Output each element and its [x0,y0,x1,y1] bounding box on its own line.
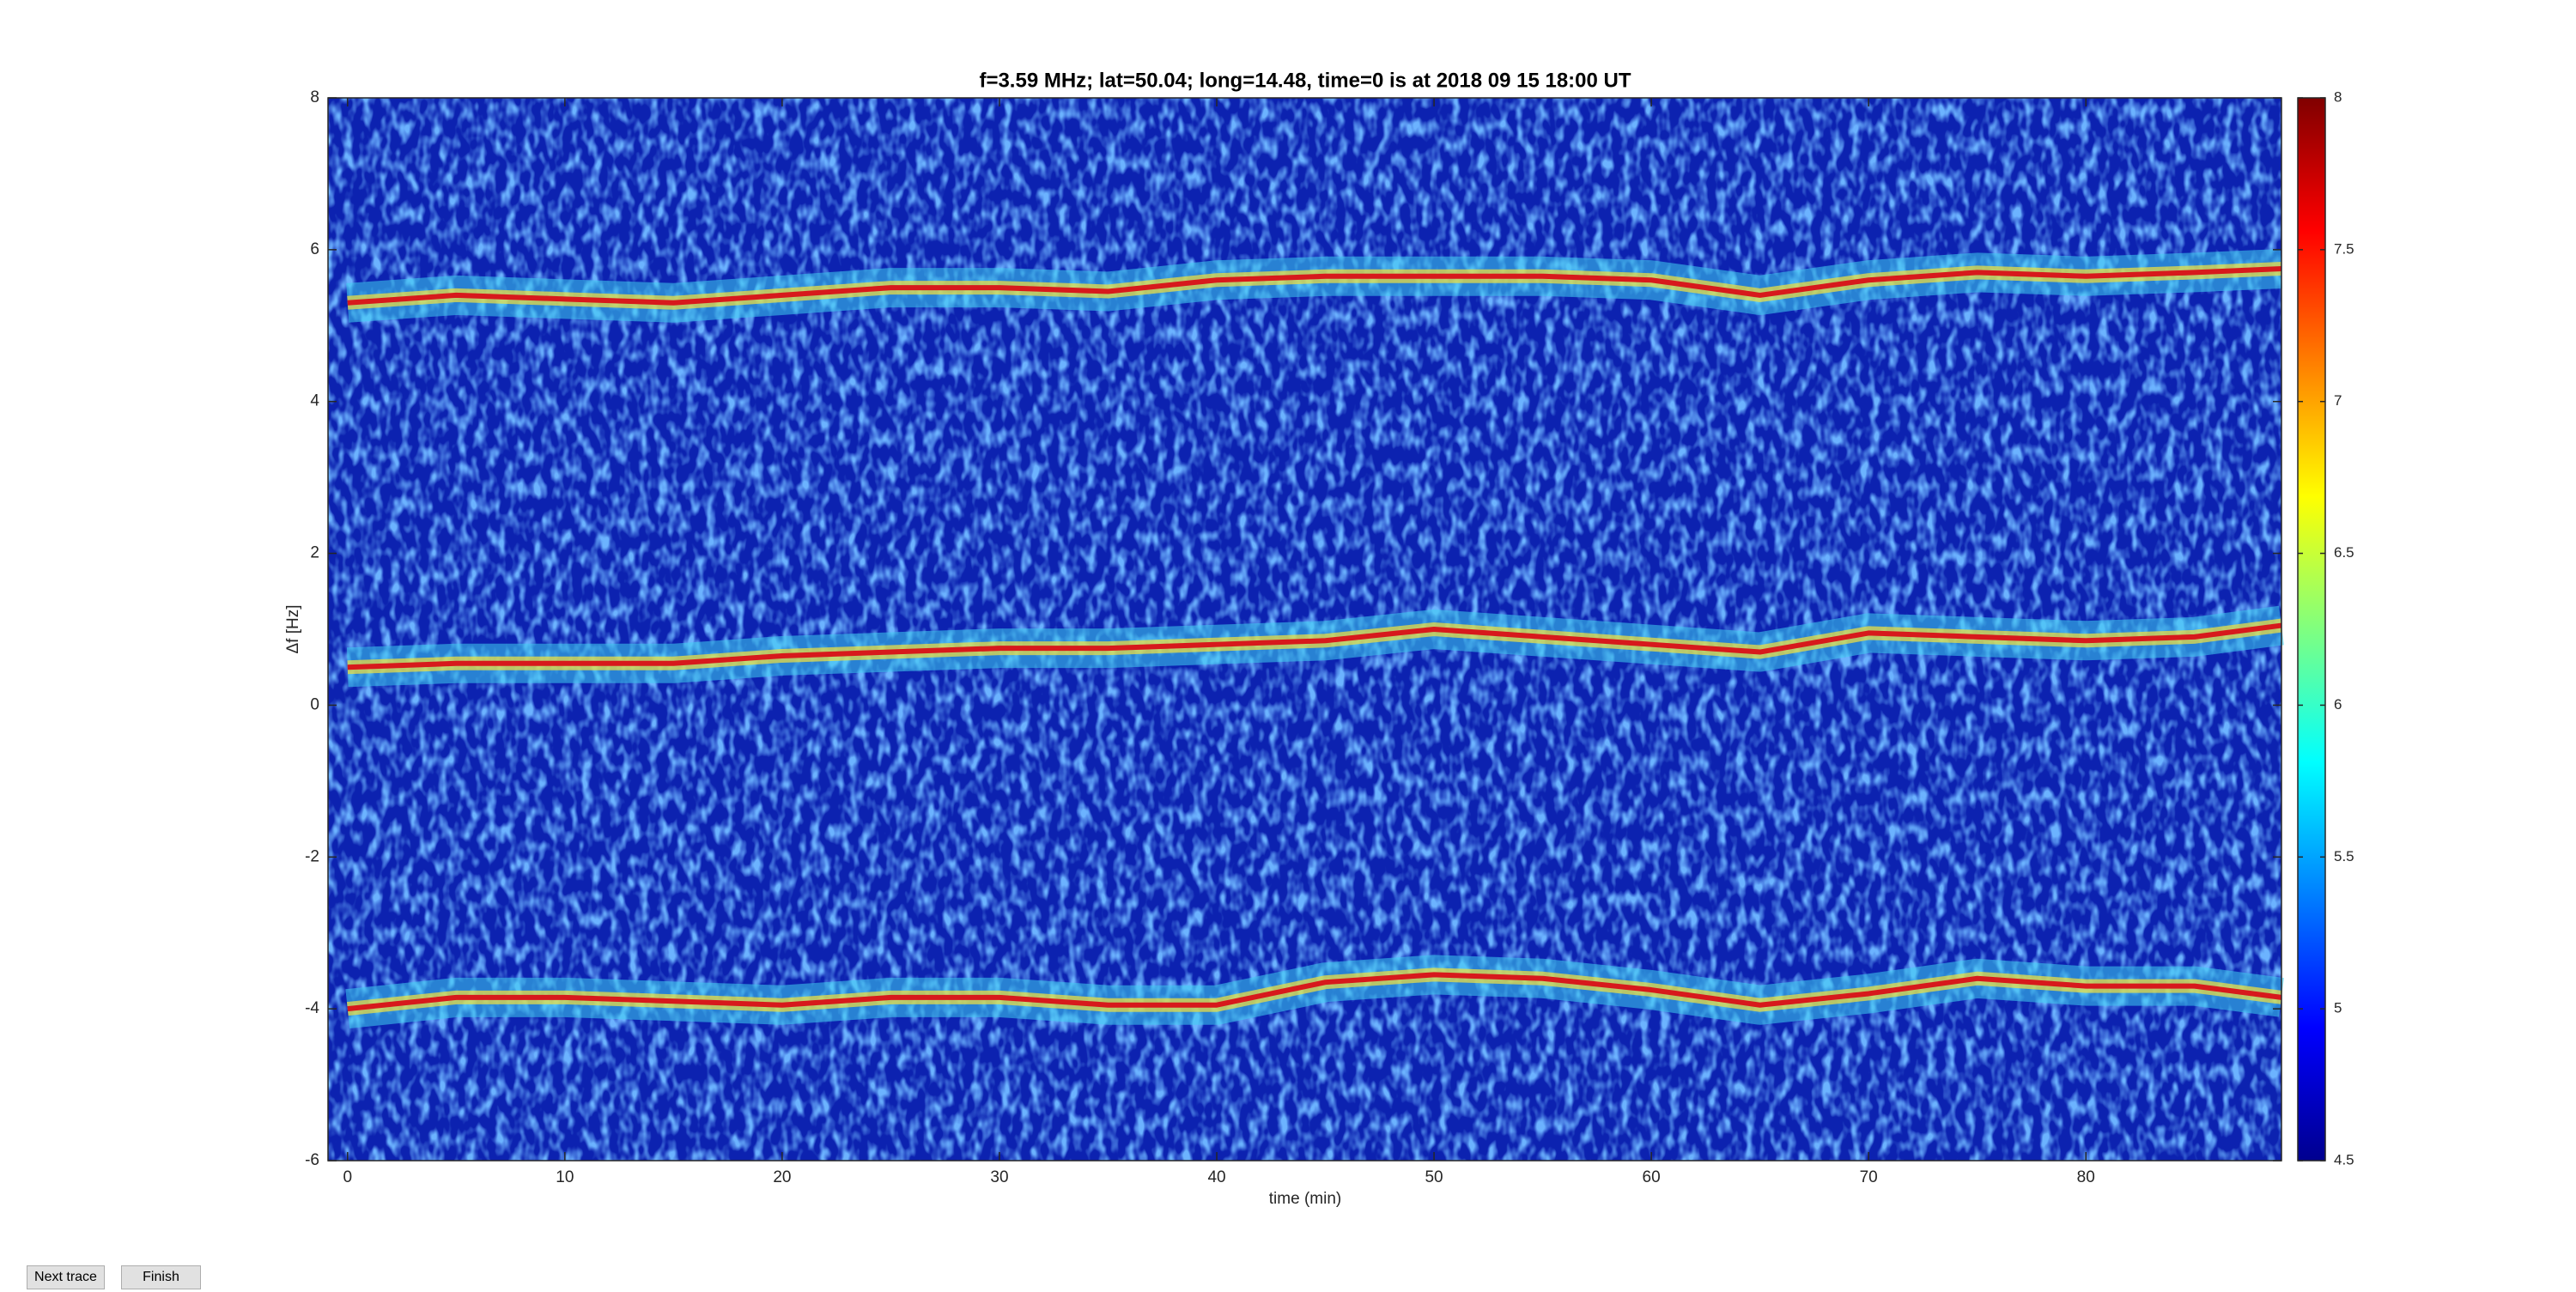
x-tick-label: 0 [343,1168,352,1186]
colorbar-tick-label: 8 [2334,88,2342,105]
chart-title: f=3.59 MHz; lat=50.04; long=14.48, time=… [979,69,1631,92]
x-axis-label: time (min) [1269,1190,1341,1208]
x-tick-label: 60 [1643,1168,1661,1186]
colorbar-tick-label: 5.5 [2334,848,2354,864]
y-tick-label: 6 [310,240,319,258]
colorbar-tick-label: 7.5 [2334,240,2354,257]
y-axis-label: Δf [Hz] [284,604,302,653]
x-tick-label: 70 [1860,1168,1878,1186]
finish-button[interactable]: Finish [121,1265,201,1289]
x-tick-label: 40 [1207,1168,1225,1186]
plot-frame [327,97,2282,1162]
y-tick-label: 4 [310,392,319,410]
colorbar-tick-label: 5 [2334,1000,2342,1016]
y-tick-label: -2 [305,847,319,865]
colorbar-tick-label: 6.5 [2334,544,2354,561]
x-tick-label: 10 [556,1168,574,1186]
colorbar-tick-label: 6 [2334,696,2342,713]
x-tick-label: 20 [773,1168,791,1186]
figure: f=3.59 MHz; lat=50.04; long=14.48, time=… [284,69,2354,1208]
trace-line [347,622,2282,670]
y-tick-label: 0 [310,695,319,713]
y-tick-label: 8 [310,88,319,106]
y-tick-label: -4 [305,999,319,1017]
x-tick-label: 50 [1425,1168,1443,1186]
colorbar-tick-label: 7 [2334,392,2342,409]
x-tick-label: 80 [2077,1168,2095,1186]
trace-line [347,265,2282,306]
x-tick-label: 30 [990,1168,1008,1186]
next-trace-button[interactable]: Next trace [27,1265,105,1289]
trace-line [347,972,2282,1012]
colorbar-tick-label: 4.5 [2334,1151,2354,1168]
colorbar [2297,97,2326,1162]
y-tick-label: 2 [310,544,319,562]
y-tick-label: -6 [305,1151,319,1169]
plot-area [345,248,2284,1029]
